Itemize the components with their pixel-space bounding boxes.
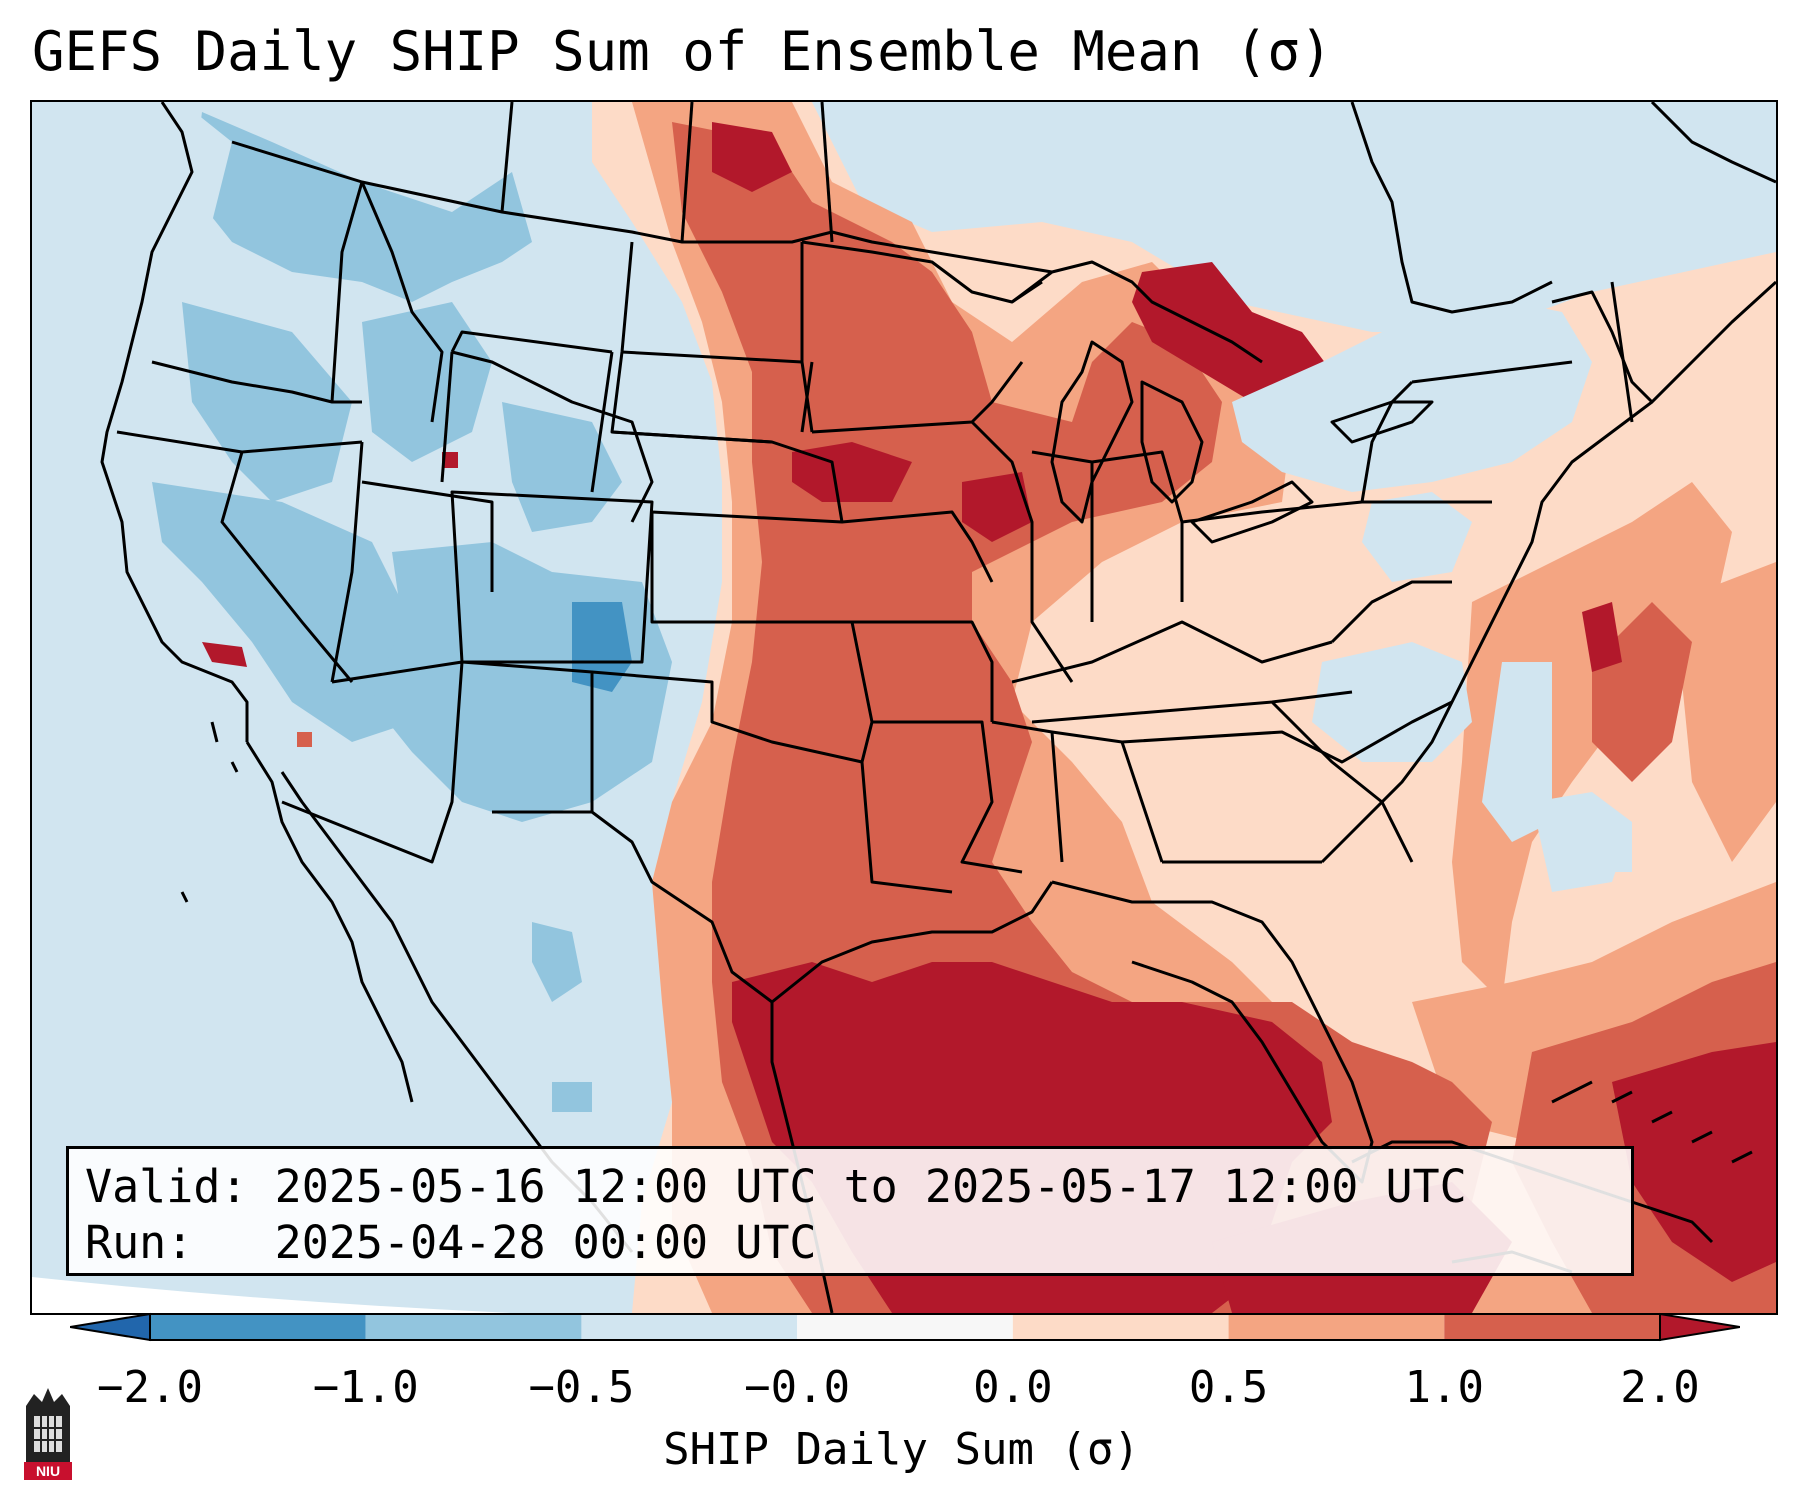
colorbar-bin (1228, 1314, 1445, 1340)
valid-run-info-box: Valid: 2025-05-16 12:00 UTC to 2025-05-1… (66, 1146, 1634, 1276)
valid-label: Valid: (85, 1160, 248, 1213)
colorbar-bins (150, 1314, 1660, 1340)
valid-value: 2025-05-16 12:00 UTC to 2025-05-17 12:00… (274, 1160, 1467, 1213)
run-label: Run: (85, 1216, 194, 1269)
tick-label-2: −0.5 (528, 1362, 635, 1413)
negative-anomaly-regions (152, 112, 672, 1112)
niu-logo: NIU (24, 1388, 72, 1480)
tick-label-0: −2.0 (97, 1362, 203, 1413)
run-value: 2025-04-28 00:00 UTC (274, 1216, 817, 1269)
colorbar-frame (149, 1313, 1661, 1341)
map-title: GEFS Daily SHIP Sum of Ensemble Mean (σ) (32, 20, 1333, 83)
logo-text: NIU (36, 1463, 60, 1479)
tick-label-1: −1.0 (312, 1362, 419, 1413)
colorbar-over-arrow (1659, 1312, 1740, 1342)
run-row: Run: 2025-04-28 00:00 UTC (85, 1215, 1615, 1271)
tick-label-4: 0.0 (973, 1362, 1053, 1413)
colorbar-label: SHIP Daily Sum (σ) (663, 1424, 1140, 1475)
tick-label-5: 0.5 (1188, 1362, 1269, 1413)
colorbar-under-arrow (70, 1312, 151, 1342)
tick-label-3: −0.0 (744, 1362, 851, 1413)
colorbar-bin (581, 1314, 798, 1340)
colorbar-bin (150, 1314, 366, 1340)
map-panel (30, 100, 1778, 1315)
tick-label-7: 2.0 (1620, 1362, 1700, 1413)
tick-label-6: 1.0 (1404, 1362, 1485, 1413)
colorbar-bin (365, 1314, 582, 1340)
neutral-patches-east (32, 102, 1776, 892)
valid-row: Valid: 2025-05-16 12:00 UTC to 2025-05-1… (85, 1159, 1615, 1215)
colorbar-bin (797, 1314, 1013, 1340)
colorbar-bin (1012, 1314, 1229, 1340)
colorbar-bin (1444, 1314, 1660, 1340)
colorbar (70, 1312, 1740, 1342)
state-and-coast-boundaries (100, 102, 1776, 1313)
ship-anomaly-map (32, 102, 1776, 1313)
